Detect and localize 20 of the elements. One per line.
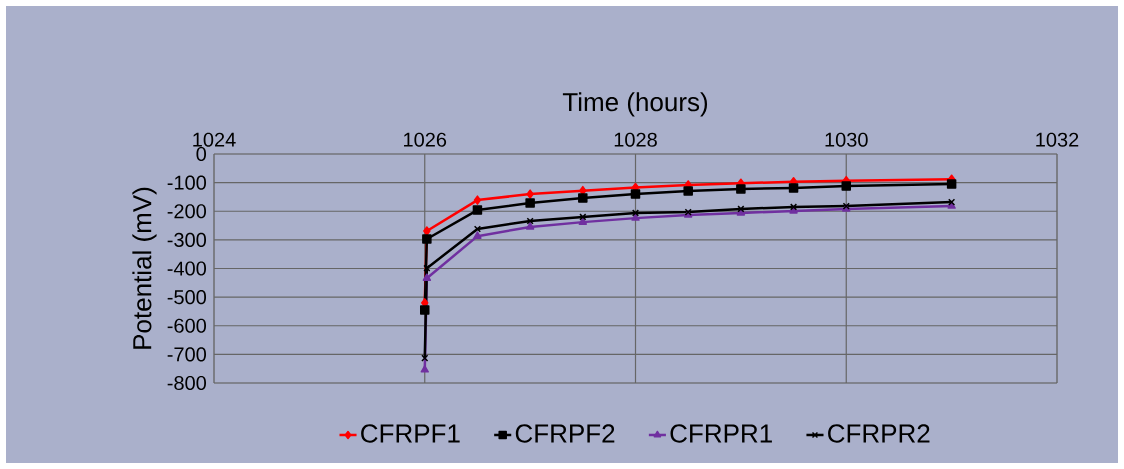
x-tick-label: 1026 — [404, 132, 447, 147]
x-tick-label: 1024 — [193, 132, 236, 147]
y-tick-label: 0 — [196, 146, 207, 162]
y-tick-label: -500 — [167, 290, 207, 305]
x-axis-title: Time (hours) — [562, 92, 708, 117]
y-axis-title: Potential (mV) — [132, 187, 157, 349]
x-tick-label: 1028 — [614, 132, 657, 147]
legend-label: CFRPR2 — [828, 424, 930, 443]
x-tick-label: 1030 — [825, 132, 868, 147]
y-tick-label: -300 — [167, 232, 207, 247]
y-tick-label: -800 — [167, 375, 207, 391]
legend-label: CFRPF1 — [361, 424, 460, 443]
y-tick-label: -700 — [167, 347, 207, 362]
x-tick-label: 1032 — [1036, 132, 1079, 147]
legend-label: CFRPF2 — [515, 424, 615, 443]
y-tick-label: -600 — [167, 318, 207, 333]
y-tick-label: -200 — [167, 204, 207, 219]
y-tick-label: -400 — [167, 261, 207, 276]
legend-label: CFRPR1 — [670, 424, 772, 443]
y-tick-label: -100 — [167, 175, 207, 190]
